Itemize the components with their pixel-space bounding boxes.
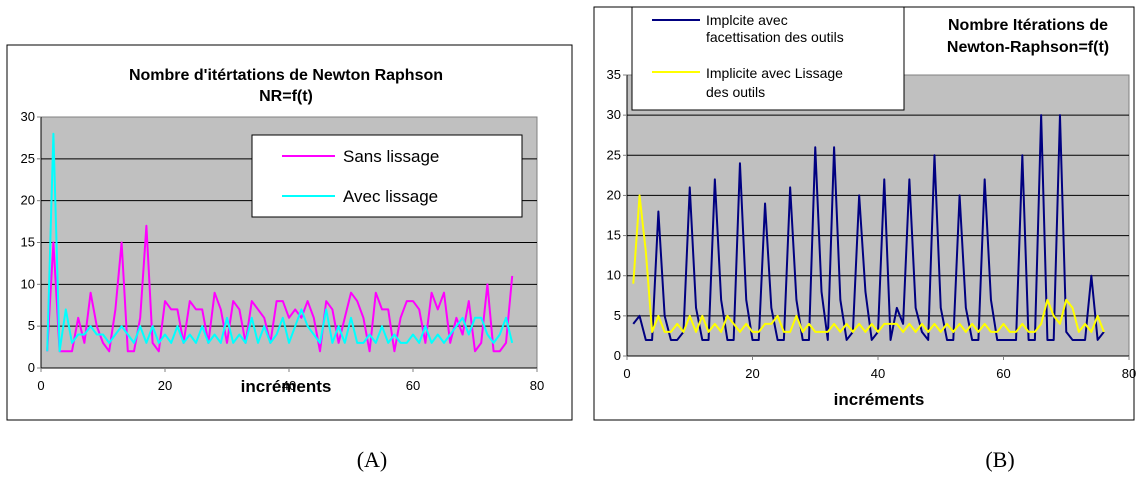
chart-b-x-ticks: 0 20 40 60 80 [623,356,1136,381]
chart-b-legend-label-lissage-line-2: des outils [706,84,765,100]
chart-a-x-ticks: 0 20 40 60 80 [37,368,544,393]
x-tick-label: 80 [530,378,544,393]
caption-a: (A) [357,447,388,472]
y-tick-label: 35 [607,67,621,82]
chart-b-legend-label-facettisation-line-2: facettisation des outils [706,29,844,45]
chart-b-y-ticks: 0 5 10 15 20 25 30 35 [607,67,627,363]
caption-b: (B) [985,447,1014,472]
y-tick-label: 15 [21,235,35,250]
chart-b-legend: Implcite avec facettisation des outils I… [631,6,905,111]
chart-b-legend-label-lissage-line-1: Implicite avec Lissage [706,65,843,81]
x-tick-label: 60 [406,378,420,393]
chart-a-legend: Sans lissage Avec lissage [251,134,523,218]
chart-b-series [632,114,1105,341]
chart-a-legend-label-sans-lissage: Sans lissage [343,147,439,166]
chart-a-y-ticks: 0 5 10 15 20 25 30 [21,109,41,375]
chart-b: 0 5 10 15 20 25 30 35 0 20 40 60 80 Nombre Itératio… [593,6,1136,421]
y-tick-label: 20 [607,187,621,202]
y-tick-label: 10 [607,268,621,283]
y-tick-label: 25 [607,147,621,162]
chart-a-title-line-2: NR=f(t) [259,88,313,105]
chart-a-legend-box [251,134,523,218]
chart-b-legend-box [631,6,905,111]
x-tick-label: 20 [158,378,172,393]
x-tick-label: 60 [996,366,1010,381]
chart-a-series [46,132,514,353]
x-tick-label: 0 [623,366,630,381]
series-line-2 [632,194,1105,333]
y-tick-label: 20 [21,193,35,208]
chart-a-x-axis-label: incréments [241,377,332,396]
y-tick-label: 10 [21,276,35,291]
y-tick-label: 5 [614,308,621,323]
chart-a-title-line-1: Nombre d'itértations de Newton Raphson [129,67,443,84]
y-tick-label: 30 [607,107,621,122]
y-tick-label: 5 [28,318,35,333]
chart-a-legend-label-avec-lissage: Avec lissage [343,187,438,206]
chart-b-legend-label-facettisation-line-1: Implcite avec [706,12,788,28]
chart-b-x-axis-label: incréments [834,390,925,409]
x-tick-label: 80 [1122,366,1136,381]
y-tick-label: 25 [21,151,35,166]
x-tick-label: 40 [871,366,885,381]
series-line-2 [46,132,514,353]
chart-a: 0 5 10 15 20 25 30 0 20 40 60 80 Nombre d'itértati… [6,44,573,421]
y-tick-label: 15 [607,228,621,243]
series-line-1 [632,114,1105,341]
chart-b-title-line-1: Nombre Itérations de [948,17,1108,34]
series-line-1 [46,224,514,353]
chart-b-title-line-2: Newton-Raphson=f(t) [947,39,1109,56]
y-tick-label: 0 [28,360,35,375]
x-tick-label: 20 [745,366,759,381]
x-tick-label: 40 [282,378,296,393]
y-tick-label: 30 [21,109,35,124]
x-tick-label: 0 [37,378,44,393]
y-tick-label: 0 [614,348,621,363]
